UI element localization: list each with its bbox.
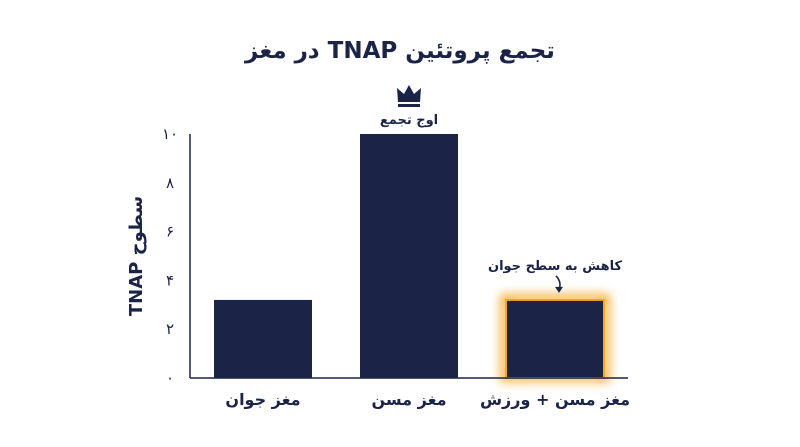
bar: [505, 298, 605, 380]
bar: [214, 299, 312, 378]
arrow-head: [555, 286, 563, 293]
x-axis-categories: مغز جوان مغز مسن مغز مسن + ورزش: [225, 390, 630, 409]
y-tick-label: ۰: [166, 369, 174, 387]
y-axis-ticks: ۰ ۲ ۴ ۶ ۸ ۱۰: [162, 125, 178, 387]
y-tick-label: ۱۰: [162, 125, 178, 143]
bars: [214, 134, 610, 382]
y-tick-label: ۲: [166, 320, 174, 338]
annotation-label: کاهش به سطح جوان: [488, 259, 623, 274]
y-tick-label: ۶: [166, 223, 174, 241]
y-tick-label: ۴: [166, 271, 174, 289]
annotation-label: اوج تجمع: [380, 113, 438, 128]
annotations: اوج تجمع کاهش به سطح جوان: [380, 85, 623, 293]
chart-title: تجمع پروتئین TNAP در مغز: [244, 38, 555, 64]
x-category-label: مغز جوان: [225, 390, 300, 409]
y-axis-label: سطوح TNAP: [126, 196, 147, 316]
bar: [360, 134, 458, 378]
x-category-label: مغز مسن + ورزش: [480, 390, 630, 409]
crown-icon: [397, 85, 421, 107]
x-category-label: مغز مسن: [371, 390, 446, 409]
y-tick-label: ۸: [166, 174, 174, 192]
